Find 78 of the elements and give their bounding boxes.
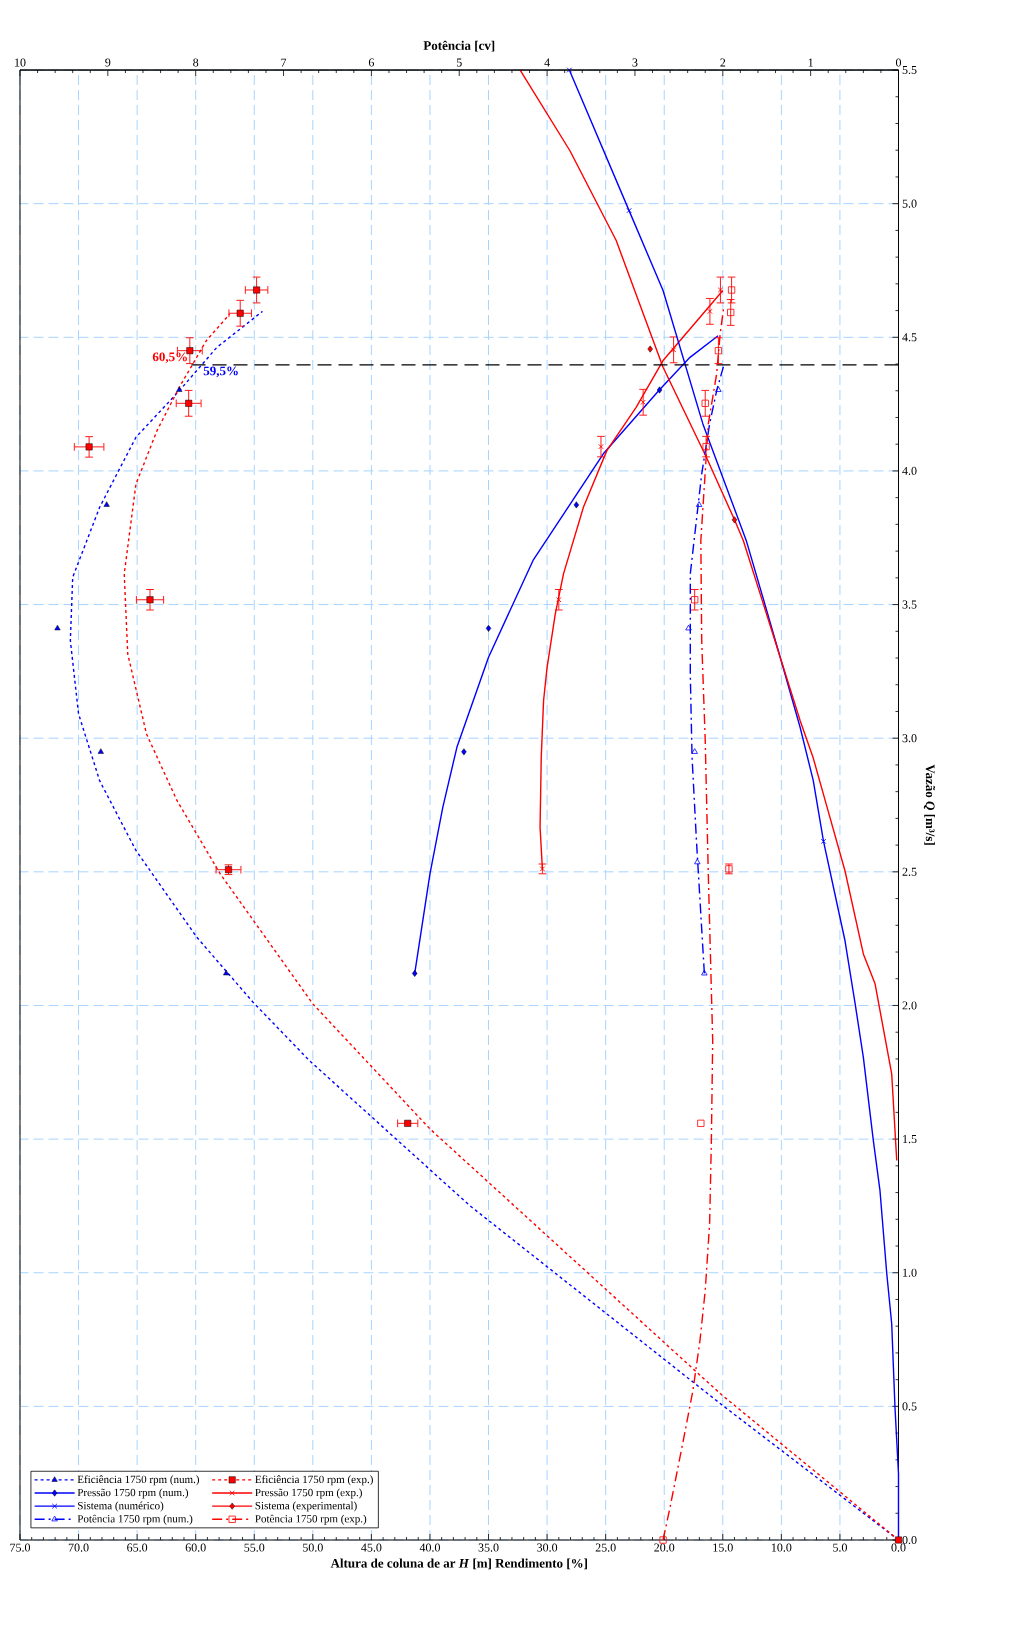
x2-tick-label: 2 — [720, 58, 726, 67]
y-tick-label: 2.5 — [902, 867, 917, 876]
x-axis-title: Altura de coluna de ar H [m] Rendimento [%] — [330, 1558, 587, 1570]
x2-tick-label: 5 — [456, 58, 462, 67]
point — [85, 443, 93, 451]
x-tick-label: 40.0 — [419, 1543, 441, 1552]
x-tick-label: 5.0 — [833, 1543, 847, 1552]
x2-tick-label: 3 — [632, 58, 638, 67]
y-tick-label: 4.0 — [902, 466, 917, 476]
x2-tick-label: 8 — [193, 58, 199, 67]
x-tick-label: 50.0 — [303, 1543, 323, 1552]
point — [461, 748, 467, 756]
point — [146, 596, 154, 604]
point — [236, 309, 244, 317]
y-tick-label: 3.0 — [902, 734, 917, 743]
y-tick-label: 1.0 — [903, 1268, 917, 1277]
x-tick-label: 20.0 — [654, 1543, 675, 1552]
x2-tick-label: 1 — [808, 58, 813, 67]
legend-label: Eficiência 1750 rpm (exp.) — [255, 1475, 373, 1486]
legend-label: Pressão 1750 rpm (num.) — [77, 1488, 189, 1499]
x2-tick-label: 4 — [544, 58, 550, 67]
legend-label: Sistema (experimental) — [255, 1501, 357, 1512]
x-tick-label: 15.0 — [713, 1543, 733, 1552]
point — [404, 1119, 412, 1127]
point — [707, 308, 713, 315]
x-tick-label: 30.0 — [537, 1543, 558, 1552]
legend-label: Pressão 1750 rpm (exp.) — [255, 1488, 362, 1499]
point — [626, 207, 632, 214]
y-tick-label: 5.5 — [902, 66, 917, 75]
y-tick-label: 5.0 — [902, 199, 917, 208]
point — [656, 386, 663, 394]
point — [186, 347, 194, 355]
point — [731, 516, 738, 524]
point — [103, 501, 110, 507]
x2-axis-title: Potência [cv] — [423, 40, 495, 52]
x2-tick-label: 9 — [105, 58, 111, 67]
x-tick-label: 45.0 — [361, 1543, 382, 1552]
point — [647, 345, 653, 353]
y-axis-title: Vazão Q [m³/s] — [923, 764, 936, 845]
point — [97, 748, 104, 754]
point — [556, 597, 562, 603]
point — [223, 969, 230, 976]
legend-label: Eficiência 1750 rpm (num.) — [77, 1475, 200, 1486]
x2-tick-label: 0 — [895, 58, 902, 67]
point — [598, 443, 604, 450]
legend-label: Potência 1750 rpm (num.) — [77, 1514, 193, 1525]
point — [640, 399, 646, 405]
point — [54, 624, 61, 631]
x-tick-label: 10.0 — [771, 1543, 792, 1552]
x2-tick-label: 6 — [368, 58, 375, 67]
x-tick-label: 55.0 — [244, 1543, 265, 1552]
x-tick-label: 60.0 — [185, 1543, 206, 1552]
y-tick-label: 0.0 — [902, 1535, 917, 1545]
point — [820, 838, 827, 845]
point — [412, 969, 418, 977]
y-tick-label: 3.5 — [902, 600, 917, 609]
point — [185, 399, 193, 407]
y-tick-label: 0.5 — [902, 1402, 917, 1411]
point — [485, 624, 492, 632]
x2-tick-label: 10 — [15, 58, 26, 67]
annotation: 59,5% — [203, 366, 238, 378]
legend-label: Potência 1750 rpm (exp.) — [255, 1514, 367, 1525]
x2-tick-label: 7 — [281, 58, 287, 67]
annotation: 60,5% — [152, 352, 187, 364]
y-tick-label: 1.5 — [903, 1135, 917, 1144]
x-tick-label: 25.0 — [595, 1543, 616, 1552]
point — [670, 347, 677, 353]
legend-label: Sistema (numérico) — [78, 1501, 164, 1512]
x-tick-label: 35.0 — [478, 1543, 499, 1552]
point — [176, 386, 183, 392]
x-tick-label: 65.0 — [127, 1543, 148, 1552]
x-tick-label: 70.0 — [68, 1543, 89, 1552]
y-tick-label: 4.5 — [902, 333, 917, 342]
point — [573, 501, 580, 509]
x-tick-label: 75.0 — [10, 1543, 31, 1552]
x-tick-label: 0.0 — [891, 1543, 906, 1552]
point — [253, 286, 261, 294]
y-tick-label: 2.0 — [902, 1001, 917, 1010]
